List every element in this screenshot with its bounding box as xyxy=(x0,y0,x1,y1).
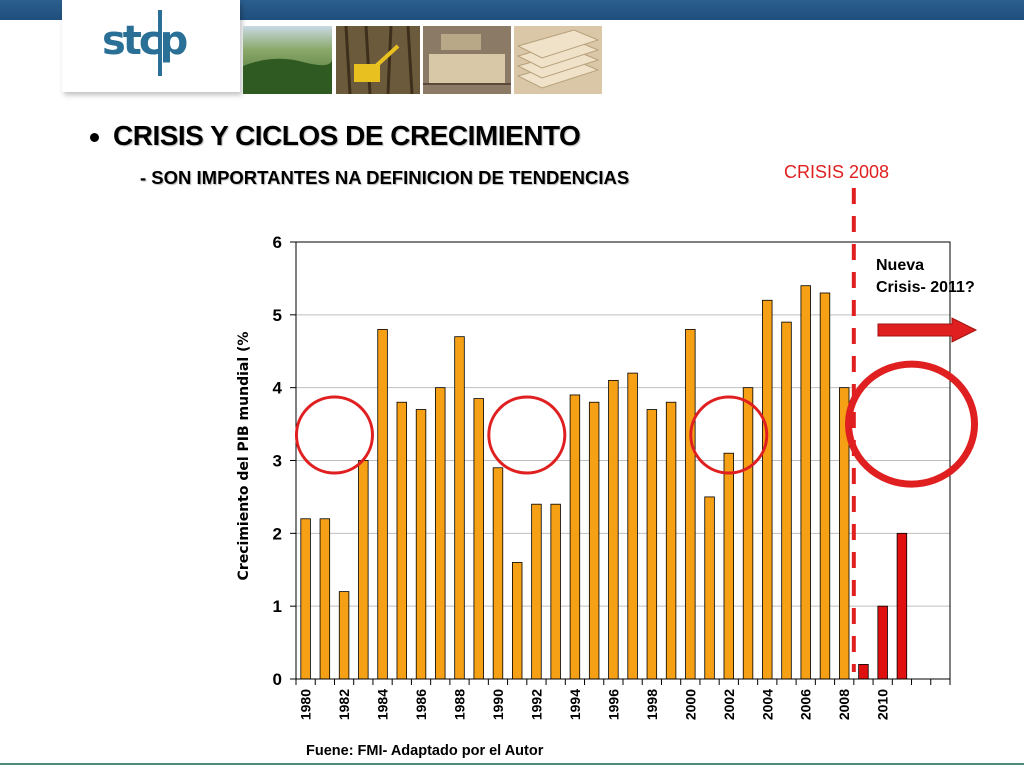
bar-1993 xyxy=(550,503,561,680)
slide-title-text: CRISIS Y CICLOS DE CRECIMIENTO xyxy=(113,120,581,151)
bullet-icon xyxy=(90,133,99,143)
x-tick-label-2000: 2000 xyxy=(682,689,698,720)
slide-subtitle: - SON IMPORTANTES NA DEFINICION DE TENDE… xyxy=(140,167,630,188)
y-axis-label: Crecimiento del PIB mundial (% xyxy=(236,332,252,581)
x-tick-label-1992: 1992 xyxy=(528,689,544,720)
x-tick-label-2004: 2004 xyxy=(759,689,775,720)
crisis-circle-1 xyxy=(294,395,374,475)
footer-line xyxy=(0,763,1024,765)
y-tick-label-4: 4 xyxy=(273,379,283,398)
y-tick-label-5: 5 xyxy=(273,306,282,325)
arrow-right-icon xyxy=(877,317,978,343)
logo-text: stcp xyxy=(102,18,188,64)
bar-1997 xyxy=(627,372,638,680)
x-tick-label-1984: 1984 xyxy=(375,689,391,720)
bar-2006 xyxy=(800,285,811,680)
new-crisis-circle xyxy=(845,360,979,488)
bar-2007 xyxy=(819,292,831,680)
bar-1988 xyxy=(454,336,465,680)
y-tick-label-0: 0 xyxy=(273,670,282,689)
x-tick-label-2010: 2010 xyxy=(875,689,891,720)
chart-annotations xyxy=(294,188,979,672)
x-tick-label-1980: 1980 xyxy=(298,689,314,720)
bar-1982 xyxy=(338,591,350,680)
bar-1994 xyxy=(569,394,581,680)
bar-1995 xyxy=(588,401,600,680)
bar-2011 xyxy=(896,532,908,680)
bar-1999 xyxy=(665,401,677,680)
x-tick-label-2006: 2006 xyxy=(798,689,814,720)
bar-1981 xyxy=(319,518,331,680)
bar-2002 xyxy=(723,452,735,680)
bar-1990 xyxy=(492,467,504,680)
sawmill-photo xyxy=(423,26,511,94)
logo: stcp xyxy=(62,0,240,92)
bar-1989 xyxy=(473,398,484,680)
y-tick-label-1: 1 xyxy=(273,597,282,616)
y-tick-label-3: 3 xyxy=(273,452,282,471)
x-tick-label-2008: 2008 xyxy=(836,689,852,720)
x-tick-label-1998: 1998 xyxy=(644,689,660,720)
bar-2003 xyxy=(742,387,754,680)
bar-2010 xyxy=(877,605,888,680)
x-tick-label-1996: 1996 xyxy=(605,689,621,720)
x-tick-label-1988: 1988 xyxy=(452,689,468,720)
bar-1986 xyxy=(415,409,427,680)
bar-1983 xyxy=(358,460,369,680)
bar-2004 xyxy=(762,299,773,680)
slide-title: CRISIS Y CICLOS DE CRECIMIENTO xyxy=(90,120,581,152)
crisis-2008-label: CRISIS 2008 xyxy=(784,162,890,182)
chart-bars xyxy=(300,285,908,680)
bar-2001 xyxy=(704,496,715,680)
source-note: Fuene: FMI- Adaptado por el Autor xyxy=(306,743,544,759)
x-tick-label-2002: 2002 xyxy=(721,689,737,720)
bar-1980 xyxy=(300,518,311,680)
bar-1984 xyxy=(377,328,388,680)
header-bar xyxy=(0,0,1024,20)
bar-1987 xyxy=(435,387,446,680)
bar-1991 xyxy=(511,562,523,680)
forest-harvester-photo xyxy=(336,26,420,94)
crisis-circle-3 xyxy=(689,395,769,475)
bar-2005 xyxy=(781,321,792,680)
panel-boards-photo xyxy=(514,26,602,94)
x-tick-label-1994: 1994 xyxy=(567,689,583,720)
y-tick-label-2: 2 xyxy=(273,524,282,543)
bar-1992 xyxy=(531,503,542,680)
new-crisis-line1: Nueva xyxy=(876,257,925,274)
bar-1996 xyxy=(608,379,619,680)
x-tick-label-1982: 1982 xyxy=(336,689,352,720)
chart-ticks: 0 1 2 3 4 5 6 1980 1982 1984 1986 1988 1990 1992 1994 1… xyxy=(273,233,951,720)
logo-line xyxy=(158,10,162,76)
bar-1985 xyxy=(396,401,408,680)
y-tick-label-6: 6 xyxy=(273,233,282,252)
bar-2009 xyxy=(858,664,869,680)
crisis-circle-2 xyxy=(487,395,567,475)
bar-1998 xyxy=(646,409,658,680)
bar-2000 xyxy=(685,328,696,680)
x-tick-label-1986: 1986 xyxy=(413,689,429,720)
forest-photo xyxy=(243,26,332,94)
x-tick-label-1990: 1990 xyxy=(490,689,506,720)
